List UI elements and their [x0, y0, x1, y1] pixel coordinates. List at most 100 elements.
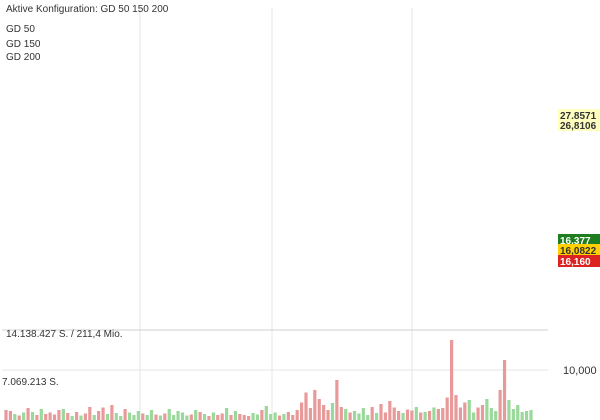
volume-current-label: 7.069.213 S.: [2, 377, 59, 388]
volume-bar: [114, 413, 118, 420]
config-label: Aktive Konfiguration: GD 50 150 200: [6, 4, 169, 15]
price-axis: 40,00035,00030,00025,00020,00015,00010,0…: [563, 365, 597, 377]
volume-bar: [66, 413, 70, 420]
volume-bar: [410, 410, 414, 420]
volume-bar: [35, 415, 39, 420]
volume-bar: [397, 411, 401, 420]
volume-bar: [291, 415, 295, 420]
volume-bar: [405, 409, 410, 420]
volume-bar: [414, 407, 418, 420]
volume-bar: [432, 407, 436, 420]
volume-bar: [264, 406, 268, 420]
volume-bar: [304, 392, 308, 420]
volume-bar: [427, 411, 432, 420]
price-tag-box: [558, 109, 600, 121]
volume-bar: [339, 407, 343, 420]
volume-bar: [489, 408, 493, 420]
price-tag-label: 27,8571: [560, 111, 597, 122]
volume-bar: [260, 410, 264, 420]
volume-bar: [13, 414, 17, 420]
price-tag-label: 16,377: [560, 236, 591, 247]
volume-bars: [4, 340, 533, 420]
price-tag-box: [558, 244, 600, 256]
volume-bar: [88, 407, 92, 420]
volume-bar: [110, 405, 114, 420]
volume-bar: [423, 412, 427, 420]
volume-bar: [105, 414, 110, 420]
volume-bar: [463, 402, 467, 420]
volume-bar: [344, 409, 348, 420]
price-tag-label: 16,160: [560, 257, 591, 268]
volume-bar: [467, 400, 471, 420]
volume-bar: [229, 415, 233, 420]
volume-bar: [419, 412, 423, 420]
volume-bar: [348, 412, 352, 420]
volume-bar: [17, 415, 21, 420]
volume-bar: [273, 412, 277, 420]
volume-bar: [299, 402, 304, 420]
volume-bar: [172, 415, 176, 420]
volume-bar: [8, 411, 13, 420]
volume-bar: [198, 412, 202, 420]
volume-bar: [189, 414, 193, 420]
volume-bar: [366, 415, 370, 420]
volume-bar: [127, 412, 132, 420]
volume-bar: [132, 415, 136, 420]
volume-bar: [207, 416, 211, 420]
volume-bar: [224, 408, 229, 420]
volume-bar: [141, 413, 145, 420]
price-tag-box: [558, 255, 600, 267]
legend-gd50: GD 50: [6, 24, 35, 35]
volume-bar: [516, 405, 520, 420]
volume-bar: [308, 408, 313, 420]
volume-bar: [202, 414, 207, 420]
volume-bar: [322, 405, 326, 420]
volume-bar: [194, 410, 198, 420]
volume-bar: [383, 412, 388, 420]
volume-bar: [374, 413, 379, 420]
volume-bar: [494, 411, 498, 420]
volume-bar: [480, 405, 485, 420]
price-tag-label: 26,8106: [560, 121, 597, 132]
volume-tick-label: 10,000: [563, 365, 597, 377]
volume-bar: [454, 395, 458, 420]
volume-bar: [277, 415, 282, 420]
volume-bar: [326, 410, 330, 420]
volume-bar: [269, 414, 273, 420]
volume-bar: [472, 412, 476, 420]
volume-bar: [216, 415, 220, 420]
volume-bar: [507, 400, 511, 420]
volume-bar: [242, 415, 246, 420]
volume-bar: [70, 416, 74, 420]
volume-bar: [233, 411, 238, 420]
volume-bar: [445, 397, 449, 420]
volume-bar: [317, 399, 321, 420]
volume-bar: [167, 409, 171, 420]
volume-bar: [211, 412, 215, 420]
volume-bar: [388, 401, 392, 420]
volume-bar: [92, 415, 96, 420]
volume-bar: [498, 390, 502, 420]
volume-bar: [52, 414, 57, 420]
volume-bar: [158, 415, 163, 420]
volume-bar: [26, 408, 30, 420]
volume-bar: [520, 412, 524, 420]
volume-bar: [335, 380, 339, 420]
legend-gd150: GD 150: [6, 39, 41, 50]
volume-bar: [529, 410, 533, 420]
volume-bar: [436, 409, 440, 420]
volume-bar: [357, 413, 361, 420]
volume-bar: [361, 408, 365, 420]
volume-total-label: 14.138.427 S. / 211,4 Mio.: [6, 329, 123, 340]
volume-bar: [313, 390, 317, 420]
volume-bar: [251, 413, 255, 420]
volume-bar: [149, 410, 154, 420]
volume-bar: [61, 409, 65, 420]
volume-bar: [4, 410, 8, 420]
volume-bar: [163, 413, 167, 420]
volume-bar: [286, 412, 290, 420]
